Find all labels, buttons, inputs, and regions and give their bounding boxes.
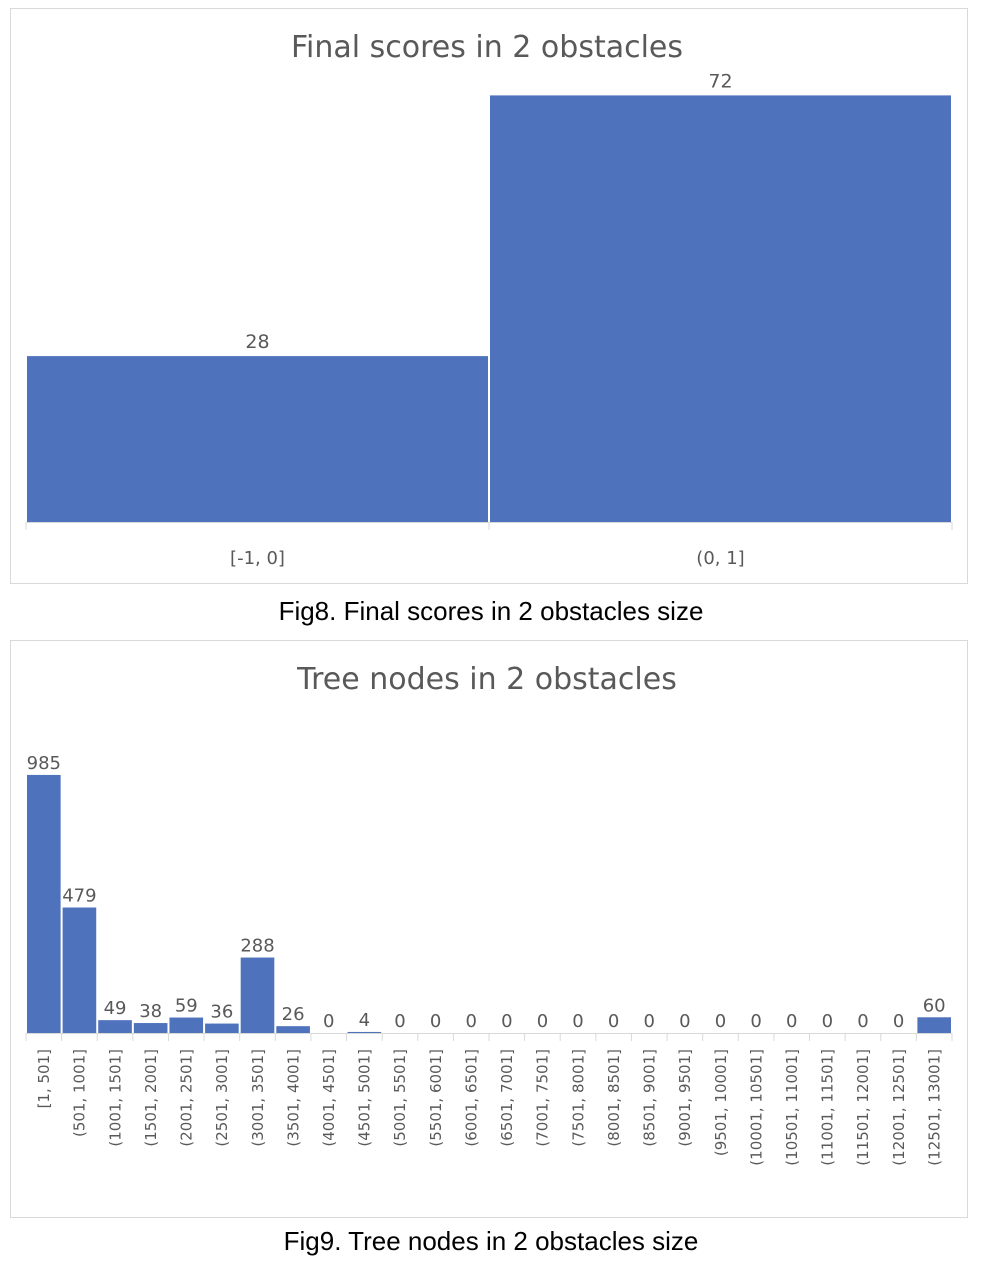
bar-6: [240, 957, 275, 1033]
bar-0: [27, 356, 488, 522]
data-label-13: 0: [501, 1011, 512, 1032]
data-label-18: 0: [679, 1011, 690, 1032]
tick-label-2: (1001, 1501]: [106, 1049, 124, 1147]
tick-label-8: (4001, 4501]: [320, 1049, 338, 1147]
tick-label-19: (9501, 10001]: [712, 1049, 730, 1156]
tick-label-7: (3501, 4001]: [284, 1049, 302, 1147]
data-label-5: 36: [210, 1002, 233, 1023]
tick-label-1: (0, 1]: [696, 548, 744, 569]
bar-4: [169, 1017, 204, 1033]
data-label-1: 72: [708, 70, 732, 92]
tick-label-1: (501, 1001]: [71, 1049, 89, 1137]
bar-25: [917, 1017, 951, 1033]
data-label-12: 0: [465, 1011, 476, 1032]
bar-0: [27, 774, 61, 1033]
data-label-19: 0: [715, 1011, 726, 1032]
tick-label-15: (7501, 8001]: [569, 1049, 587, 1147]
data-label-16: 0: [608, 1011, 619, 1032]
data-label-3: 38: [139, 1001, 162, 1022]
tick-label-14: (7001, 7501]: [534, 1049, 552, 1147]
data-label-20: 0: [750, 1011, 761, 1032]
tick-label-6: (3001, 3501]: [249, 1049, 267, 1147]
data-label-10: 0: [394, 1011, 405, 1032]
chart-title: Final scores in 2 obstacles: [291, 30, 683, 65]
tick-label-16: (8001, 8501]: [605, 1049, 623, 1147]
data-label-0: 985: [27, 753, 61, 774]
figure-caption-fig8: Fig8. Final scores in 2 obstacles size: [278, 596, 704, 626]
tick-label-13: (6501, 7001]: [498, 1049, 516, 1147]
data-label-7: 26: [282, 1004, 305, 1025]
data-label-15: 0: [572, 1011, 583, 1032]
chart-panel-final-scores: Final scores in 2 obstacles 28 [-1, 0] 72 (0…: [10, 8, 968, 584]
tick-label-4: (2001, 2501]: [178, 1049, 196, 1147]
bar-1: [62, 907, 97, 1033]
chart-title: Tree nodes in 2 obstacles: [296, 662, 677, 697]
data-label-1: 479: [62, 886, 96, 907]
tick-label-9: (4501, 5001]: [356, 1049, 374, 1147]
data-label-14: 0: [537, 1011, 548, 1032]
tick-label-24: (12001, 12501]: [890, 1049, 908, 1166]
data-label-0: 28: [245, 331, 269, 353]
data-label-22: 0: [822, 1011, 833, 1032]
bar-5: [205, 1023, 239, 1033]
tick-label-5: (2501, 3001]: [213, 1049, 231, 1147]
data-label-9: 4: [359, 1010, 370, 1031]
tick-label-12: (6001, 6501]: [462, 1049, 480, 1147]
data-label-11: 0: [430, 1011, 441, 1032]
data-label-2: 49: [104, 998, 127, 1019]
tick-label-18: (9001, 9501]: [676, 1049, 694, 1147]
tick-label-23: (11501, 12001]: [854, 1049, 872, 1166]
tick-label-0: [1, 501]: [35, 1049, 53, 1108]
data-label-4: 59: [175, 996, 198, 1017]
data-label-25: 60: [923, 995, 946, 1016]
final-scores-chart: Final scores in 2 obstacles 28 [-1, 0] 72 (0…: [25, 30, 953, 569]
tick-label-17: (8501, 9001]: [641, 1049, 659, 1147]
chart-panel-tree-nodes: Tree nodes in 2 obstacles 985 [1, 501] 479 (…: [10, 640, 968, 1218]
tick-label-0: [-1, 0]: [230, 548, 285, 569]
data-label-21: 0: [786, 1011, 797, 1032]
bar-3: [133, 1023, 168, 1033]
tick-label-22: (11001, 11501]: [819, 1049, 837, 1166]
tick-label-20: (10001, 10501]: [747, 1049, 765, 1166]
bar-9: [347, 1031, 382, 1033]
data-label-23: 0: [857, 1011, 868, 1032]
tick-label-10: (5001, 5501]: [391, 1049, 409, 1147]
figure-caption-fig9: Fig9. Tree nodes in 2 obstacles size: [283, 1226, 699, 1256]
tick-label-25: (12501, 13001]: [925, 1049, 943, 1166]
data-label-8: 0: [323, 1011, 334, 1032]
data-label-6: 288: [240, 936, 274, 957]
data-label-24: 0: [893, 1011, 904, 1032]
bar-1: [490, 95, 951, 523]
tree-nodes-chart: Tree nodes in 2 obstacles 985 [1, 501] 479 (…: [25, 662, 953, 1166]
tick-label-11: (5501, 6001]: [427, 1049, 445, 1147]
tick-label-3: (1501, 2001]: [142, 1049, 160, 1147]
bar-7: [276, 1026, 310, 1033]
bar-2: [98, 1020, 132, 1033]
tick-label-21: (10501, 11001]: [783, 1049, 801, 1166]
data-label-17: 0: [644, 1011, 655, 1032]
